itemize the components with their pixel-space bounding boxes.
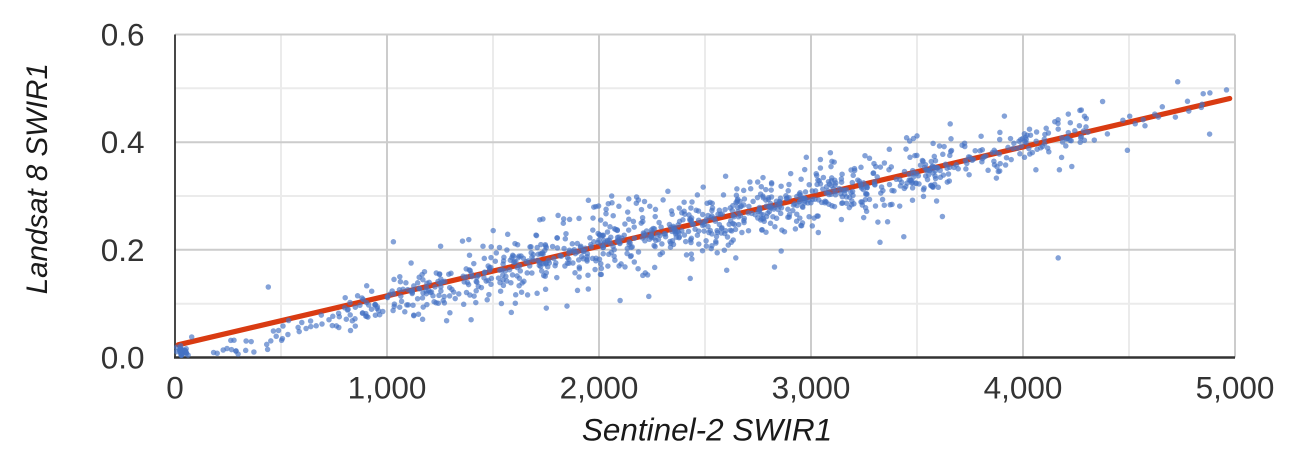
svg-text:0.2: 0.2 [101,232,145,268]
svg-text:1,000: 1,000 [348,370,427,406]
svg-text:3,000: 3,000 [772,370,851,406]
svg-text:4,000: 4,000 [984,370,1063,406]
svg-text:Sentinel-2 SWIR1: Sentinel-2 SWIR1 [582,412,832,448]
svg-text:0.4: 0.4 [101,124,145,160]
svg-text:0.0: 0.0 [101,340,145,376]
svg-text:2,000: 2,000 [560,370,639,406]
svg-text:Landsat 8 SWIR1: Landsat 8 SWIR1 [21,63,54,294]
svg-text:5,000: 5,000 [1196,370,1275,406]
svg-text:0: 0 [166,370,184,406]
svg-text:0.6: 0.6 [101,17,145,53]
